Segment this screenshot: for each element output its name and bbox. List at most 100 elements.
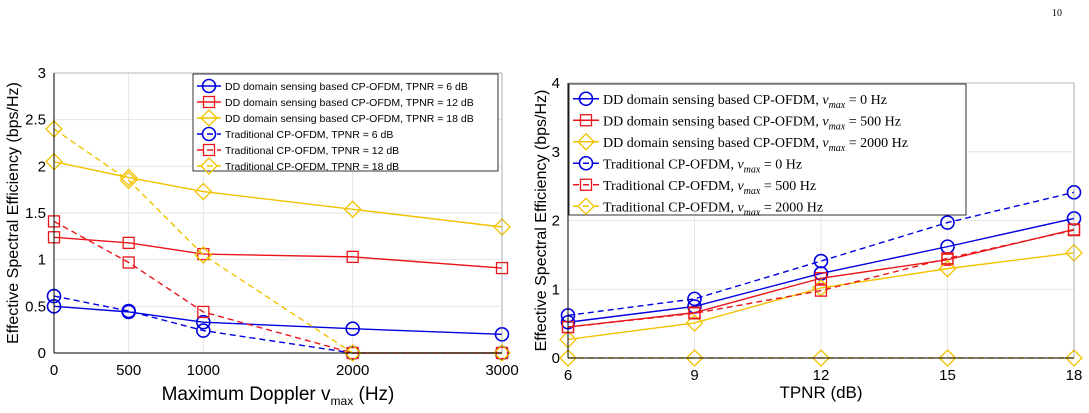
legend-label-prefix: DD domain sensing based CP-OFDM,: [603, 114, 822, 129]
legend-label-prefix: Traditional CP-OFDM,: [603, 179, 737, 194]
legend-marker: [202, 95, 216, 109]
data-point: [1065, 349, 1083, 367]
legend-label-prefix: DD domain sensing based CP-OFDM,: [603, 93, 822, 108]
series-line: [53, 220, 502, 354]
data-point: [194, 182, 213, 201]
legend-label: DD domain sensing based CP-OFDM, νmax = …: [603, 136, 908, 154]
y-tick-label: 2.5: [25, 112, 46, 129]
x-axis-label-main: Maximum Doppler v: [162, 384, 331, 405]
legend-label-suffix: = 0 Hz: [760, 157, 802, 172]
legend-label: DD domain sensing based CP-OFDM, TPNR = …: [225, 113, 474, 125]
legend-box: [192, 73, 499, 172]
x-tick-label: 15: [939, 367, 956, 384]
series-4: [561, 223, 1081, 334]
y-tick-label: 1.5: [25, 205, 46, 222]
data-point: [938, 259, 957, 278]
data-point: [346, 250, 359, 264]
legend-entry: DD domain sensing based CP-OFDM, νmax = …: [573, 132, 908, 154]
legend-label: Traditional CP-OFDM, νmax = 0 Hz: [603, 157, 802, 175]
x-axis-label: Maximum Doppler vmax (Hz): [162, 384, 395, 408]
data-point: [812, 349, 830, 367]
legend-label-var: ν: [822, 136, 829, 151]
legend-entry: DD domain sensing based CP-OFDM, νmax = …: [573, 91, 887, 111]
legend-label-var: ν: [737, 200, 744, 215]
legend-label-suffix: = 500 Hz: [845, 114, 901, 129]
data-point: [685, 314, 704, 332]
legend-label: Traditional CP-OFDM, νmax = 500 Hz: [603, 179, 816, 197]
series-line: [567, 229, 1075, 328]
data-point: [119, 171, 138, 190]
legend-label-suffix: = 500 Hz: [760, 179, 816, 194]
legend-marker: [200, 157, 218, 175]
legend-label: Traditional CP-OFDM, νmax = 2000 Hz: [603, 200, 823, 218]
legend-label-sub: max: [744, 186, 761, 197]
legend-label-sub: max: [744, 164, 761, 175]
data-point: [343, 344, 362, 362]
x-axis-label-sub: max: [331, 394, 354, 408]
legend-label-sub: max: [829, 143, 846, 154]
x-tick-label: 9: [690, 367, 698, 384]
series-line: [567, 217, 1075, 323]
legend-marker: [201, 78, 217, 94]
legend-entry: DD domain sensing based CP-OFDM, νmax = …: [573, 114, 901, 132]
page-number: 10: [1052, 8, 1062, 19]
legend-label-prefix: Traditional CP-OFDM,: [603, 157, 737, 172]
data-point: [813, 253, 829, 269]
legend-label-suffix: = 0 Hz: [845, 93, 887, 108]
legend-label-var: ν: [737, 157, 744, 172]
legend-entry: DD domain sensing based CP-OFDM, TPNR = …: [197, 78, 468, 94]
legend-label: Traditional CP-OFDM, TPNR = 18 dB: [225, 161, 399, 173]
x-tick-label: 1000: [187, 362, 220, 379]
chart-doppler: 0 500 1000 2000 3000 0 0.5 1 1.5 2 2.5 3 Maximum Dop…: [5, 65, 519, 408]
legend-entry: Traditional CP-OFDM, νmax = 2000 Hz: [573, 197, 823, 218]
legend-label-prefix: Traditional CP-OFDM,: [603, 200, 737, 215]
data-point: [938, 349, 957, 367]
y-tick-label: 1: [552, 281, 560, 298]
legend-label-var: ν: [737, 179, 744, 194]
x-axis-label: TPNR (dB): [779, 383, 862, 402]
series-line: [53, 160, 503, 228]
legend: DD domain sensing based CP-OFDM, TPNR = …: [192, 73, 499, 175]
legend-label: DD domain sensing based CP-OFDM, TPNR = …: [225, 97, 474, 109]
y-axis-label: Effective Spectral Efficiency (bps/Hz): [533, 90, 550, 352]
legend-label: DD domain sensing based CP-OFDM, TPNR = …: [225, 81, 468, 93]
data-point: [940, 215, 955, 230]
data-point: [343, 200, 362, 219]
series-line: [53, 305, 503, 336]
data-point: [559, 349, 577, 367]
data-point: [122, 256, 135, 269]
legend-marker: [578, 91, 594, 107]
data-point: [122, 236, 135, 250]
x-tick-label: 2000: [336, 362, 369, 379]
y-tick-label: 0.5: [25, 298, 46, 315]
y-tick-label: 3: [38, 65, 46, 82]
y-tick-label: 2: [38, 158, 46, 175]
x-tick-label: 3000: [485, 362, 518, 379]
legend-label-suffix: = 2000 Hz: [845, 136, 908, 151]
data-point: [119, 168, 138, 187]
y-tick-label: 2: [552, 213, 560, 230]
x-axis-label-unit: (Hz): [353, 384, 394, 405]
y-tick-label: 0: [552, 350, 560, 367]
legend-marker: [200, 109, 218, 127]
legend-entry: Traditional CP-OFDM, TPNR = 6 dB: [197, 126, 393, 142]
legend-label-prefix: DD domain sensing based CP-OFDM,: [603, 136, 822, 151]
legend-label: Traditional CP-OFDM, TPNR = 12 dB: [225, 145, 399, 157]
legend: DD domain sensing based CP-OFDM, νmax = …: [568, 83, 967, 218]
legend-marker: [201, 126, 217, 142]
legend-label-sub: max: [829, 121, 846, 132]
data-point: [345, 321, 360, 337]
data-point: [121, 303, 136, 319]
legend-label-sub: max: [829, 100, 846, 111]
data-point: [685, 349, 704, 367]
legend-marker: [578, 155, 594, 171]
legend-label-var: ν: [822, 114, 829, 129]
data-point: [941, 252, 954, 265]
legend-label-sub: max: [744, 207, 761, 218]
legend-marker: [579, 178, 593, 191]
y-tick-label: 3: [552, 144, 560, 161]
legend-marker: [577, 132, 595, 151]
legend-label: Traditional CP-OFDM, TPNR = 6 dB: [225, 129, 393, 141]
